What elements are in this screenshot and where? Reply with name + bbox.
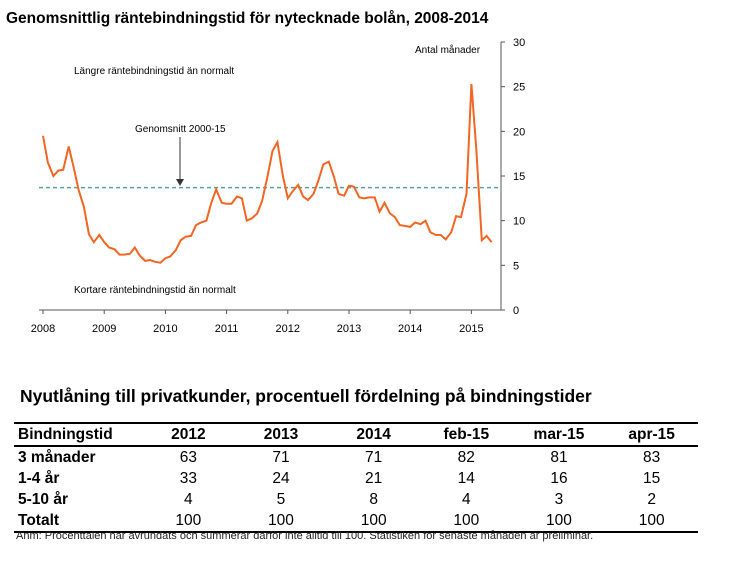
y-tick-label: 25 xyxy=(513,82,525,94)
table-cell: 100 xyxy=(327,510,420,533)
y-tick-label: 20 xyxy=(513,126,525,138)
annotation-longer: Längre räntebindningstid än normalt xyxy=(74,66,234,77)
table-title: Nyutlåning till privatkunder, procentuel… xyxy=(20,386,592,406)
distribution-table: Bindningstid 2012 2013 2014 feb-15 mar-1… xyxy=(14,422,698,533)
x-tick-label: 2013 xyxy=(337,323,361,335)
table-row: 3 månader 63 71 71 82 81 83 xyxy=(14,446,698,468)
y-tick-label: 15 xyxy=(513,171,525,183)
table-cell: 71 xyxy=(272,449,290,466)
header-cell: feb-15 xyxy=(419,422,513,447)
x-tick-label: 2011 xyxy=(215,323,239,335)
table-cell: 100 xyxy=(234,510,328,533)
annotation-average: Genomsnitt 2000-15 xyxy=(135,124,226,135)
table-cell: 33 xyxy=(179,470,197,487)
y-tick-label: 10 xyxy=(513,216,525,228)
x-tick-label: 2015 xyxy=(459,323,483,335)
chart-axes: 0 5 10 15 20 25 30 2008 2009 2010 2011 2012 2013 2014… xyxy=(31,37,525,335)
header-cell: 2012 xyxy=(142,422,235,447)
table-cell: 4 xyxy=(461,491,471,508)
table-cell: 100 xyxy=(605,510,698,533)
x-tick-label: 2012 xyxy=(276,323,300,335)
line-chart: 0 5 10 15 20 25 30 2008 2009 2010 2011 2012 2013 2014… xyxy=(31,37,525,335)
table-cell: 8 xyxy=(369,491,378,508)
table-cell: 3 xyxy=(554,491,564,508)
table-cell: 14 xyxy=(457,470,475,487)
x-tick-label: 2010 xyxy=(153,323,177,335)
table-cell: 82 xyxy=(457,449,475,466)
table-cell: 71 xyxy=(365,449,383,466)
table-row-total: Totalt 100 100 100 100 100 100 xyxy=(14,510,698,533)
table-cell: 5 xyxy=(276,491,286,508)
y-tick-label: 0 xyxy=(513,305,519,317)
x-tick-label: 2009 xyxy=(92,323,116,335)
table-cell: 24 xyxy=(272,470,290,487)
row-label: 5-10 år xyxy=(18,491,68,508)
table-cell: 100 xyxy=(512,510,606,533)
y-tick-label: 30 xyxy=(513,37,525,49)
table-row: 5-10 år 4 5 8 4 3 2 xyxy=(14,489,698,510)
row-label: Totalt xyxy=(14,510,142,533)
table-cell: 15 xyxy=(643,470,661,487)
table-cell: 21 xyxy=(365,470,383,487)
header-cell: 2014 xyxy=(327,422,420,447)
row-label: 1-4 år xyxy=(18,470,60,487)
table-cell: 100 xyxy=(142,510,235,533)
annotation-shorter: Kortare räntebindningstid än normalt xyxy=(74,285,236,296)
x-tick-label: 2014 xyxy=(398,323,422,335)
y-axis-unit-label: Antal månader xyxy=(415,44,481,56)
table-cell: 83 xyxy=(643,449,661,466)
table-footnote: Anm: Procenttalen har avrundats och summ… xyxy=(16,530,594,542)
table-cell: 63 xyxy=(179,449,197,466)
table-row: 1-4 år 33 24 21 14 16 15 xyxy=(14,468,698,489)
header-cell: 2013 xyxy=(234,422,328,447)
row-label: 3 månader xyxy=(18,449,96,466)
table-header-row: Bindningstid 2012 2013 2014 feb-15 mar-1… xyxy=(14,422,698,447)
header-cell: apr-15 xyxy=(605,422,698,447)
x-tick-label: 2008 xyxy=(31,323,55,335)
series-line-rantebindningstid xyxy=(42,83,493,264)
table-cell: 81 xyxy=(550,449,568,466)
table-cell: 2 xyxy=(647,491,656,508)
table-cell: 4 xyxy=(184,491,193,508)
header-cell: mar-15 xyxy=(512,422,606,447)
header-cell: Bindningstid xyxy=(14,422,142,447)
table-cell: 16 xyxy=(550,470,568,487)
y-tick-label: 5 xyxy=(513,260,519,272)
annotation-arrow xyxy=(176,137,184,186)
chart-title: Genomsnittlig räntebindningstid för nyte… xyxy=(6,10,489,27)
table-cell: 100 xyxy=(419,510,513,533)
